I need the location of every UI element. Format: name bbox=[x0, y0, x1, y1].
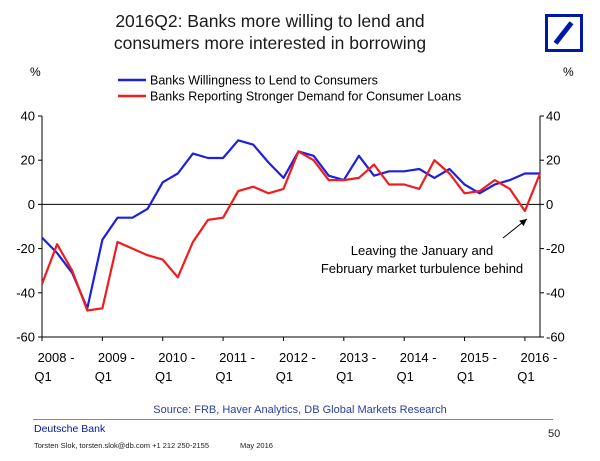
y-tick-label-left: -40 bbox=[16, 285, 35, 300]
annotation-line-2: February market turbulence behind bbox=[321, 261, 523, 276]
y-tick-label-left: 40 bbox=[21, 109, 35, 124]
legend-label-1: Banks Willingness to Lend to Consumers bbox=[150, 74, 378, 88]
footer-divider bbox=[33, 419, 553, 420]
x-tick-label-year: 2014 - bbox=[400, 350, 437, 365]
deutsche-bank-logo-icon bbox=[545, 14, 583, 52]
x-tick-label-year: 2012 - bbox=[279, 350, 316, 365]
x-tick-label-year: 2009 - bbox=[98, 350, 135, 365]
y-tick-label-right: -60 bbox=[546, 330, 565, 345]
page-number: 50 bbox=[548, 428, 561, 440]
x-tick-label-year: 2008 - bbox=[38, 350, 75, 365]
y-tick-label-right: 20 bbox=[546, 153, 560, 168]
y-tick-label-right: 0 bbox=[546, 197, 553, 212]
legend-label-2: Banks Reporting Stronger Demand for Cons… bbox=[150, 90, 461, 104]
y-tick-label-left: -60 bbox=[16, 330, 35, 345]
y-tick-label-right: 40 bbox=[546, 109, 560, 124]
series-line-2 bbox=[40, 150, 542, 312]
chart-title-line-1: 2016Q2: Banks more willing to lend and bbox=[115, 11, 425, 31]
y-tick-label-right: -40 bbox=[546, 285, 565, 300]
source-note: Source: FRB, Haver Analytics, DB Global … bbox=[153, 404, 447, 416]
y-tick-label-left: 20 bbox=[21, 153, 35, 168]
x-tick-label-quarter: Q1 bbox=[336, 369, 353, 384]
series-line-1 bbox=[41, 139, 540, 310]
publication-date: May 2016 bbox=[240, 441, 273, 450]
y-axis-label-right: % bbox=[563, 65, 574, 79]
brand-name: Deutsche Bank bbox=[34, 423, 106, 435]
x-tick-label-year: 2016 - bbox=[520, 350, 557, 365]
y-tick-label-left: 0 bbox=[28, 197, 35, 212]
x-tick-label-year: 2011 - bbox=[219, 350, 255, 365]
x-tick-label-quarter: Q1 bbox=[215, 369, 232, 384]
x-tick-label-quarter: Q1 bbox=[457, 369, 474, 384]
contact-info: Torsten Slok, torsten.slok@db.com +1 212… bbox=[34, 441, 210, 450]
x-tick-label-quarter: Q1 bbox=[155, 369, 172, 384]
y-tick-label-right: -20 bbox=[546, 241, 565, 256]
annotation-arrow-head bbox=[519, 219, 527, 227]
logo-slash bbox=[553, 21, 574, 45]
x-tick-label-year: 2013 - bbox=[339, 350, 376, 365]
y-axis-label-left: % bbox=[30, 65, 41, 79]
annotation-line-1: Leaving the January and bbox=[351, 243, 493, 258]
x-tick-label-year: 2010 - bbox=[158, 350, 195, 365]
x-tick-label-quarter: Q1 bbox=[276, 369, 293, 384]
x-tick-label-quarter: Q1 bbox=[397, 369, 414, 384]
x-tick-label-quarter: Q1 bbox=[95, 369, 112, 384]
x-tick-label-quarter: Q1 bbox=[34, 369, 51, 384]
y-tick-label-left: -20 bbox=[16, 241, 35, 256]
x-tick-label-year: 2015 - bbox=[460, 350, 497, 365]
x-tick-label-quarter: Q1 bbox=[517, 369, 534, 384]
chart-title-line-2: consumers more interested in borrowing bbox=[113, 33, 427, 53]
